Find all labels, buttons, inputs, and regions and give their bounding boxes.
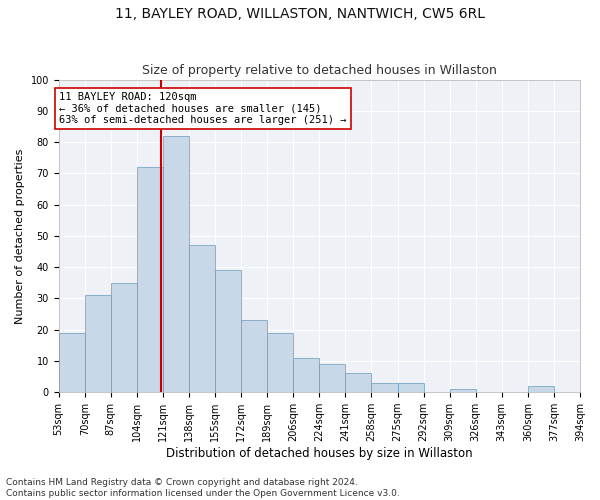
Bar [163,136,189,392]
Title: Size of property relative to detached houses in Willaston: Size of property relative to detached ho… [142,64,497,77]
Bar [189,246,215,392]
Bar [59,333,85,392]
X-axis label: Distribution of detached houses by size in Willaston: Distribution of detached houses by size … [166,447,473,460]
Bar [111,283,137,392]
Bar [215,270,241,392]
Bar [371,383,398,392]
Bar [319,364,346,392]
Bar [346,374,371,392]
Bar [241,320,267,392]
Bar [293,358,319,392]
Bar [267,333,293,392]
Text: Contains HM Land Registry data © Crown copyright and database right 2024.
Contai: Contains HM Land Registry data © Crown c… [6,478,400,498]
Bar [449,389,476,392]
Text: 11 BAYLEY ROAD: 120sqm
← 36% of detached houses are smaller (145)
63% of semi-de: 11 BAYLEY ROAD: 120sqm ← 36% of detached… [59,92,347,126]
Y-axis label: Number of detached properties: Number of detached properties [15,148,25,324]
Bar [528,386,554,392]
Bar [137,167,163,392]
Bar [398,383,424,392]
Bar [85,296,111,392]
Text: 11, BAYLEY ROAD, WILLASTON, NANTWICH, CW5 6RL: 11, BAYLEY ROAD, WILLASTON, NANTWICH, CW… [115,8,485,22]
